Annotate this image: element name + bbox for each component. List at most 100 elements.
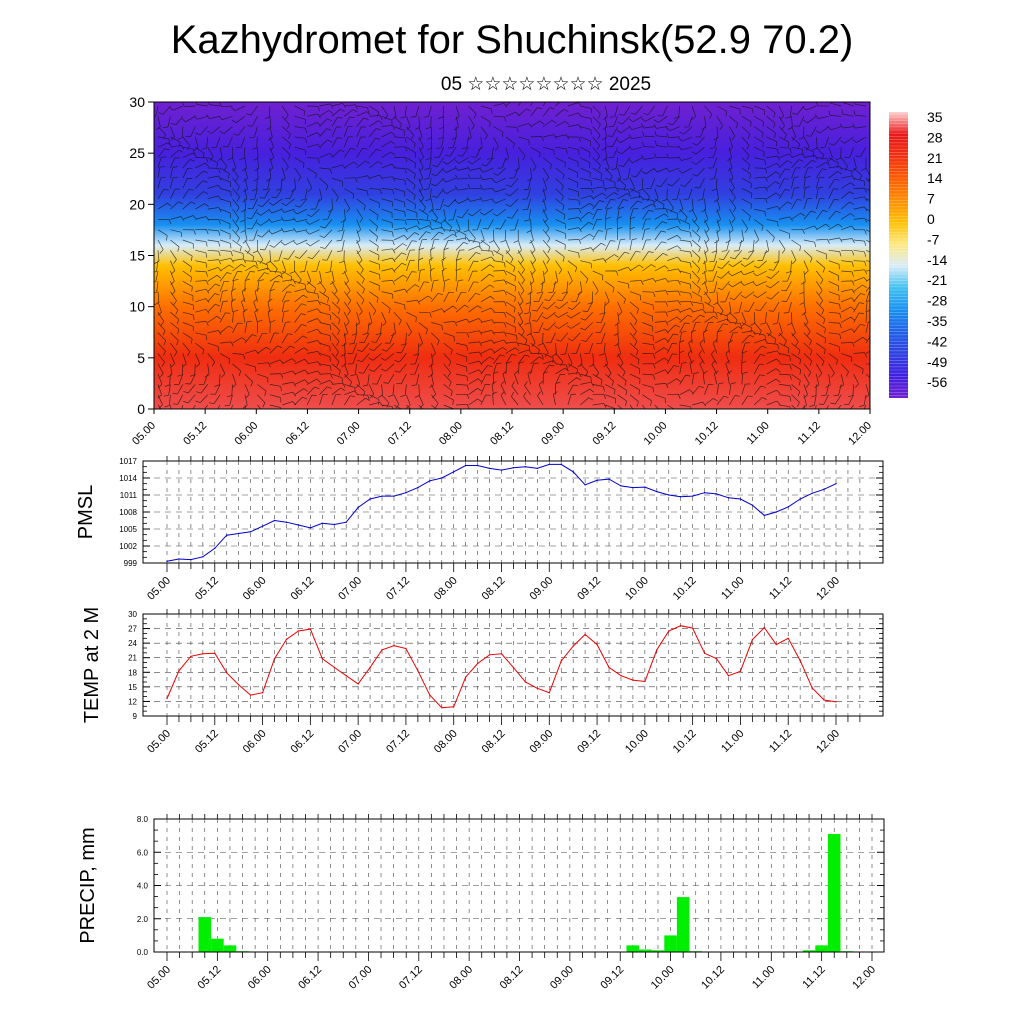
temp-point	[190, 655, 192, 657]
pmsl-point	[465, 464, 467, 467]
temp-point	[608, 666, 610, 669]
temp-point	[524, 681, 527, 683]
precip-bar	[802, 950, 816, 952]
temp-point	[775, 643, 777, 646]
temp-x-tick-label: 06.12	[289, 728, 317, 756]
temp-point	[297, 630, 300, 632]
temp-x-tick-label: 09.12	[575, 728, 603, 756]
precip-y-axis-label: PRECIP, mm	[77, 827, 99, 943]
temp-point	[512, 666, 515, 669]
precip-x-tick-label: 08.00	[447, 964, 475, 992]
heatmap-x-tick-label: 09.12	[590, 420, 618, 448]
colorbar-label: 0	[927, 211, 935, 227]
temp-point	[644, 680, 646, 683]
heatmap-x-tick-label: 08.00	[437, 420, 465, 448]
temp-point	[465, 676, 467, 678]
colorbar-label: -42	[927, 333, 947, 349]
precip-x-tick-label: 07.00	[347, 964, 375, 992]
pmsl-point	[453, 471, 455, 473]
precip-y-tick-label: 8.0	[137, 815, 149, 824]
pmsl-point	[596, 479, 598, 481]
pmsl-point	[441, 477, 443, 479]
pmsl-point	[393, 495, 395, 497]
temp-x-tick-label: 07.12	[384, 728, 412, 756]
temp-x-tick-label: 09.00	[527, 728, 555, 756]
heatmap-x-tick-label: 05.00	[130, 420, 158, 448]
precip-bar	[651, 950, 665, 952]
colorbar-label: -56	[927, 374, 947, 390]
pmsl-x-tick-label: 06.00	[241, 575, 269, 603]
temp-point	[333, 666, 335, 669]
temp-point	[488, 654, 491, 656]
pmsl-point	[488, 467, 491, 470]
precip-x-tick-label: 11.12	[800, 964, 827, 991]
temp-x-tick-label: 10.12	[671, 728, 699, 756]
temp-point	[751, 639, 754, 641]
pmsl-point	[178, 558, 180, 560]
pmsl-point	[166, 560, 168, 562]
temp-point	[715, 658, 718, 660]
temp-point	[309, 628, 312, 630]
colorbar-label: 21	[927, 150, 943, 166]
temp-point	[763, 626, 765, 629]
precip-x-tick-label: 10.12	[699, 964, 727, 992]
pmsl-x-tick-label: 12.00	[814, 575, 842, 603]
precip-bar	[223, 945, 237, 952]
pmsl-point	[620, 485, 622, 487]
temp-point	[703, 652, 706, 654]
pmsl-point	[548, 463, 550, 466]
heatmap-y-tick-label: 5	[137, 350, 145, 366]
temp-point	[476, 662, 479, 665]
temp-x-tick-label: 05.00	[145, 728, 173, 756]
colorbar-label: 14	[927, 170, 943, 186]
pmsl-point	[512, 467, 515, 469]
precip-y-tick-label: 6.0	[137, 848, 149, 857]
precip-x-tick-label: 05.12	[196, 964, 224, 992]
temp-point	[166, 697, 168, 700]
temp-y-tick-label: 21	[128, 654, 137, 663]
pmsl-point	[273, 519, 276, 522]
temp-x-tick-label: 08.00	[432, 728, 460, 756]
temp-point	[226, 672, 228, 674]
pmsl-point	[429, 480, 431, 482]
pmsl-point	[417, 486, 419, 489]
pmsl-point	[238, 532, 240, 535]
pmsl-point	[309, 527, 312, 529]
temp-point	[823, 699, 825, 701]
pmsl-point	[727, 497, 730, 499]
colorbar-gradient	[889, 112, 908, 398]
pmsl-y-tick-label: 1005	[119, 525, 137, 534]
heatmap-x-tick-label: 06.12	[284, 420, 312, 448]
precip-x-tick-label: 07.12	[397, 964, 425, 992]
precip-x-tick-label: 08.12	[498, 964, 526, 992]
precip-chart: 0.0 2.0 4.0 6.0 8.0 05.00 05.12 06.00 06.12 07.00…	[77, 814, 885, 992]
precip-bar	[815, 945, 828, 952]
temp-point	[799, 659, 801, 662]
temp-x-tick-label: 08.12	[480, 728, 508, 756]
precip-x-tick-label: 05.00	[145, 964, 173, 992]
pmsl-point	[715, 493, 718, 495]
pmsl-point	[357, 506, 359, 509]
temp-point	[381, 649, 383, 651]
precip-x-tick-label: 09.12	[598, 964, 626, 992]
precip-x-tick-label: 10.00	[649, 964, 677, 992]
pmsl-point	[608, 478, 610, 480]
pmsl-point	[190, 558, 192, 561]
temp-point	[238, 684, 240, 686]
colorbar-label: -28	[927, 293, 947, 309]
precip-x-tick-label: 09.00	[548, 964, 576, 992]
temp-2m-chart: 9 12 15 18 21 24 27 30 05.00 05.12 06.00 06.12 07.00…	[81, 607, 884, 756]
pmsl-point	[297, 524, 300, 526]
precip-x-tick-label: 12.00	[850, 964, 878, 992]
pmsl-x-tick-label: 10.12	[671, 575, 699, 603]
precip-bar	[198, 917, 212, 952]
temp-y-tick-label: 15	[128, 683, 137, 692]
heatmap-x-tick-label: 06.00	[232, 420, 260, 448]
wind-barbs	[154, 102, 870, 409]
pmsl-point	[476, 464, 479, 467]
pmsl-point	[751, 504, 754, 506]
pmsl-y-tick-label: 1008	[119, 508, 137, 517]
pmsl-point	[691, 495, 694, 497]
pmsl-x-tick-label: 08.00	[432, 575, 460, 603]
